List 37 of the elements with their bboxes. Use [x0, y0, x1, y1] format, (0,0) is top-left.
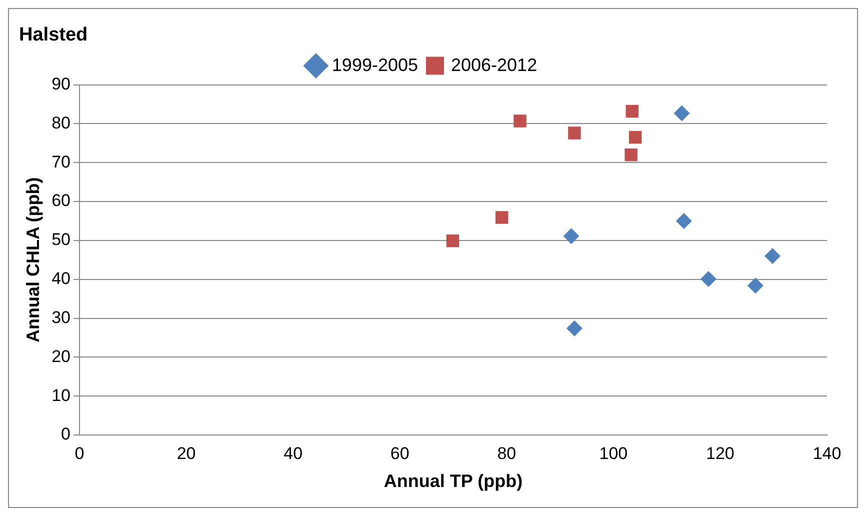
- point: [568, 126, 581, 140]
- x-tick-label: 120: [706, 444, 734, 463]
- chart-title: Halsted: [19, 24, 88, 46]
- y-tick-label: 50: [52, 230, 71, 250]
- point: [624, 148, 638, 162]
- y-axis-title: Annual CHLA (ppb): [22, 177, 43, 343]
- legend-label: 2006-2012: [451, 54, 538, 75]
- x-tick-label: 0: [74, 444, 84, 463]
- y-tick-label: 20: [52, 346, 71, 366]
- x-tick-label: 60: [390, 444, 410, 463]
- y-tick-label: 30: [52, 308, 71, 327]
- point: [764, 248, 781, 264]
- legend-label: 1999-2005: [332, 54, 418, 75]
- point: [700, 270, 716, 287]
- x-tick-label: 80: [497, 444, 516, 463]
- point: [566, 320, 582, 336]
- point: [628, 130, 642, 144]
- y-tick-label: 0: [61, 424, 71, 444]
- x-tick-label: 20: [176, 444, 196, 463]
- y-tick-label: 10: [52, 386, 71, 405]
- point: [626, 104, 638, 118]
- x-tick-label: 140: [812, 444, 842, 463]
- y-tick-label: 80: [52, 113, 71, 132]
- y-tick-label: 70: [52, 152, 71, 172]
- y-tick-label: 60: [52, 191, 71, 210]
- x-axis-title: Annual TP (ppb): [384, 471, 523, 492]
- point: [676, 212, 692, 229]
- point: [495, 211, 508, 224]
- x-tick-label: 100: [599, 444, 628, 463]
- y-tick-label: 40: [52, 269, 71, 288]
- point: [674, 105, 690, 122]
- point: [514, 114, 526, 128]
- y-tick-label: 90: [52, 74, 71, 94]
- x-tick-label: 40: [284, 444, 303, 463]
- point: [446, 234, 460, 248]
- point: [747, 278, 764, 294]
- point: [563, 228, 580, 244]
